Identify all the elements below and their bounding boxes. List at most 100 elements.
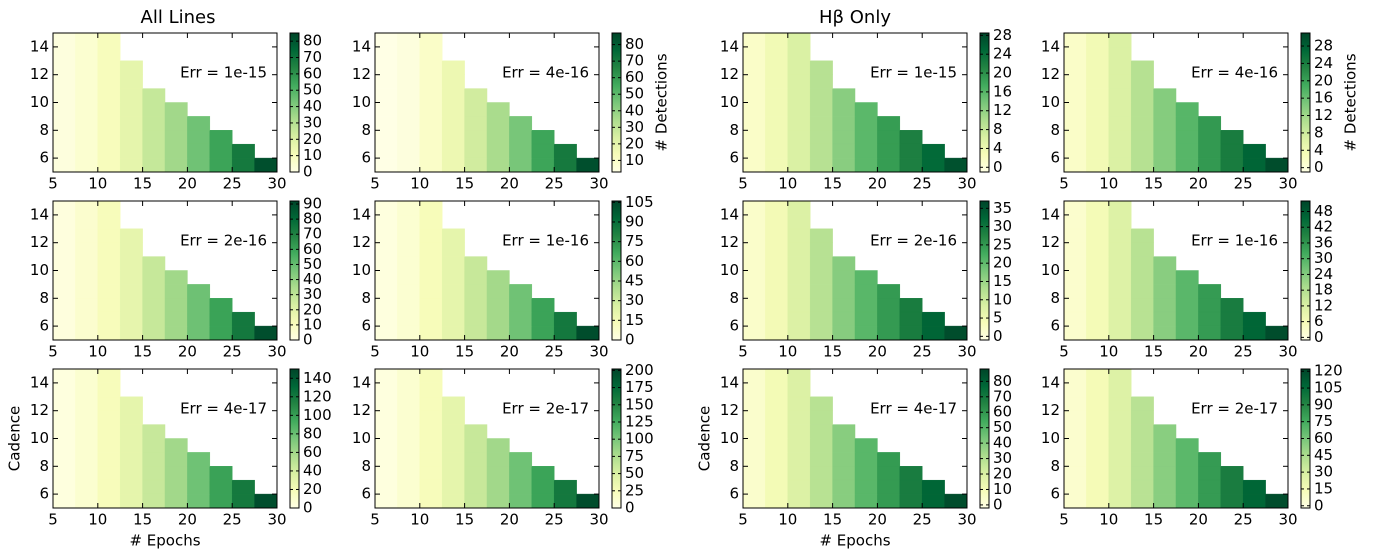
heatmap-cell [142,298,166,313]
heatmap-cell [787,325,811,341]
heatmap-cell [441,410,465,425]
y-tick-label: 6 [39,317,49,335]
y-tick-label: 6 [729,149,739,167]
heatmap-cell [119,438,143,453]
heatmap-cell [75,74,99,89]
x-tick-label: 25 [913,175,932,193]
colorbar-tick-label: 105 [625,193,654,211]
annotation: Err = 4e-16 [502,64,589,82]
heatmap-cell [52,382,76,398]
heatmap-cell [164,311,188,327]
heatmap-cell [765,284,789,299]
colorbar-tick-label: 105 [1314,379,1343,397]
heatmap-cell [52,410,76,425]
heatmap-cell [397,270,421,285]
colorbar-tick-label: 175 [625,378,654,396]
heatmap-cell [52,325,76,341]
heatmap-cell [809,60,833,75]
heatmap-cell [397,466,421,481]
heatmap-cell [832,88,856,103]
heatmap-cell [1108,200,1132,216]
heatmap-cell [809,466,833,481]
heatmap-cell [1175,270,1199,285]
colorbar-tick-label: 30 [1314,249,1333,267]
heatmap-cell [1130,298,1154,313]
heatmap-cell [1130,311,1154,327]
heatmap-cell [809,438,833,453]
heatmap-cell [742,311,766,327]
colorbar-tick-label: 28 [1314,37,1333,55]
heatmap-cell [1086,311,1110,327]
heatmap-cell [1063,74,1087,89]
heatmap-cell [1198,298,1222,313]
heatmap-cell [1130,102,1154,117]
y-tick-label: 8 [729,457,739,475]
heatmap-cell [899,311,923,327]
heatmap-cell [1175,130,1199,145]
x-tick-label: 30 [957,175,976,193]
heatmap-cell [899,493,923,509]
colorbar-tick-label: 10 [303,146,322,164]
heatmap-cell [97,382,121,398]
heatmap-cell [509,311,533,327]
heatmap-cell [1130,284,1154,299]
colorbar-label: # Detections [1342,53,1360,151]
heatmap-cell [1108,228,1132,243]
heatmap-cell [1063,438,1087,453]
heatmap-cell [1153,325,1177,341]
heatmap-cell [1130,116,1154,131]
y-axis-label: Cadence [696,406,714,471]
heatmap-cell [854,452,878,467]
heatmap-cell [52,424,76,439]
heatmap-cell [187,116,211,131]
heatmap-cell [1265,157,1289,173]
heatmap-cell [97,32,121,48]
heatmap-cell [419,116,443,131]
heatmap-cell [52,130,76,145]
heatmap-cell [944,325,968,341]
heatmap-cell [419,102,443,117]
heatmap-cell [374,32,398,48]
x-tick-label: 25 [913,511,932,529]
y-tick-label: 10 [352,261,371,279]
heatmap-cell [75,200,99,216]
heatmap-cell [809,284,833,299]
heatmap-cell [742,284,766,299]
annotation: Err = 2e-16 [870,232,957,250]
x-tick-label: 15 [133,343,152,361]
heatmap-cell [397,284,421,299]
heatmap-cell [142,143,166,159]
heatmap-cell [419,242,443,257]
heatmap-cell [765,438,789,453]
heatmap-cell [553,325,577,341]
heatmap-cell [1086,410,1110,425]
colorbar-tick-label: 0 [303,163,313,181]
heatmap-cell [809,88,833,103]
colorbar-tick-label: 20 [625,134,644,152]
heatmap-cell [419,60,443,75]
colorbar-tick-label: 4 [1314,141,1324,159]
heatmap-cell [1153,438,1177,453]
colorbar-tick-label: 0 [1314,328,1324,346]
heatmap-cell [742,325,766,341]
heatmap-cell [374,424,398,439]
x-tick-label: 20 [868,175,887,193]
heatmap-cell [419,88,443,103]
heatmap-cell [1242,143,1266,159]
heatmap-cell [742,270,766,285]
colorbar-tick-label: 60 [625,68,644,86]
heatmap-cell [809,143,833,159]
heatmap-cell [1153,298,1177,313]
heatmap-cell [899,157,923,173]
heatmap-cell [464,452,488,467]
heatmap-cell [1198,466,1222,481]
heatmap-cell [765,88,789,103]
x-tick-label: 25 [1234,343,1253,361]
colorbar-tick-label: 60 [303,443,322,461]
heatmap-cell [809,298,833,313]
colorbar-tick-label: 70 [625,52,644,70]
x-tick-label: 25 [1234,175,1253,193]
heatmap-cell [397,60,421,75]
x-tick-label: 25 [545,175,564,193]
